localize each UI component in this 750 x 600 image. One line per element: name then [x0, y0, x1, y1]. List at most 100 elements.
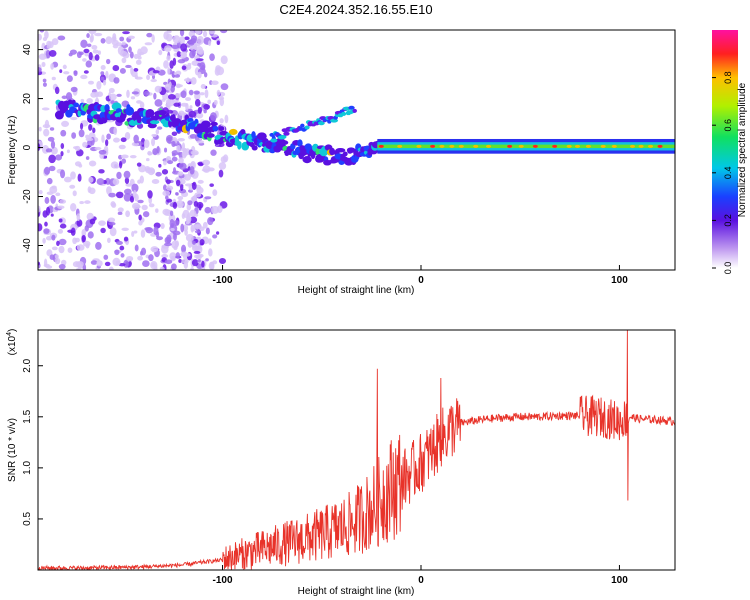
- spectrogram-noise-cell: [85, 243, 90, 249]
- spectrogram-noise-cell: [41, 61, 46, 68]
- spectrogram-noise-cell: [88, 160, 97, 167]
- spectrogram-noise-cell: [78, 129, 85, 138]
- spectrogram-noise-cell: [169, 219, 175, 228]
- spectrogram-noise-cell: [38, 126, 42, 132]
- spectrogram-noise-cell: [203, 72, 208, 78]
- spectrogram-noise-cell: [134, 76, 143, 80]
- spectrogram-noise-cell: [147, 167, 155, 176]
- spectrogram-noise-cell: [92, 49, 99, 54]
- spectrogram-noise-cell: [193, 213, 199, 217]
- spectrogram-branch-cell: [330, 118, 339, 123]
- spectrogram-noise-cell: [191, 181, 197, 190]
- spectrogram-noise-cell: [130, 96, 136, 100]
- spectrogram-noise-cell: [181, 112, 188, 116]
- spectrogram-noise-cell: [70, 227, 76, 236]
- spectrogram-noise-cell: [70, 116, 78, 121]
- spectrogram-noise-cell: [181, 244, 187, 254]
- spectrogram-noise-cell: [79, 200, 84, 205]
- spectrogram-noise-cell: [121, 57, 127, 64]
- spectrogram-noise-cell: [77, 173, 82, 182]
- spectrogram-noise-cell: [144, 42, 153, 46]
- spectrogram-noise-cell: [63, 71, 70, 75]
- spectrogram-noise-cell: [38, 189, 43, 195]
- spectrogram-noise-cell: [121, 41, 126, 46]
- spectrogram-noise-cell: [171, 156, 178, 162]
- spectrogram-noise-cell: [153, 226, 159, 236]
- spectrogram-noise-cell: [81, 234, 87, 243]
- spectrogram-noise-cell: [153, 92, 157, 100]
- spectrogram-noise-cell: [113, 137, 120, 143]
- spectrogram-ridge-cell: [280, 140, 289, 145]
- spectrogram-noise-cell: [66, 149, 70, 154]
- spectrogram-ridge-cell: [237, 142, 242, 150]
- snr-y-multiplier-close: ): [7, 329, 18, 332]
- snr-x-axis-label: Height of straight line (km): [298, 586, 415, 597]
- spectrogram-noise-cell: [189, 105, 193, 109]
- spectrogram-noise-cell: [197, 179, 204, 184]
- spectrogram-marks: [38, 30, 675, 270]
- snr-y-tick-label: 1.0: [22, 460, 33, 474]
- spectrogram-noise-cell: [169, 210, 174, 217]
- snr-y-tick-label: 0.5: [22, 512, 33, 526]
- spectrogram-noise-cell: [49, 127, 55, 131]
- colorbar-gradient: [712, 30, 738, 268]
- spectrogram-noise-cell: [165, 195, 169, 200]
- spectrogram-noise-cell: [92, 127, 96, 134]
- spectrogram-noise-cell: [79, 122, 84, 130]
- spectrogram-noise-cell: [163, 160, 167, 166]
- spectrogram-noise-cell: [54, 86, 60, 95]
- spectrogram-band-core: [377, 144, 675, 149]
- spectrogram-noise-cell: [127, 35, 135, 40]
- spectrogram-noise-cell: [129, 51, 134, 59]
- spectrogram-noise-cell: [108, 192, 116, 198]
- spectrogram-noise-cell: [191, 245, 199, 252]
- spectrogram-noise-cell: [156, 236, 163, 241]
- spectrogram-noise-cell: [83, 70, 89, 74]
- spectrogram-noise-cell: [113, 77, 120, 84]
- spectrogram-noise-cell: [143, 90, 150, 97]
- spectrogram-noise-cell: [176, 51, 182, 58]
- spectrogram-noise-cell: [151, 138, 156, 147]
- spectrogram-peak-cell: [600, 144, 606, 148]
- spectrogram-noise-cell: [181, 150, 187, 159]
- spectrogram-noise-cell: [112, 33, 117, 41]
- spectrogram-noise-cell: [189, 166, 195, 175]
- snr-series-line: [38, 330, 675, 570]
- spectrogram-noise-cell: [50, 63, 55, 70]
- spectrogram-noise-cell: [51, 76, 56, 81]
- spectrogram-noise-cell: [218, 169, 224, 178]
- spectrogram-ridge-cell: [147, 122, 157, 129]
- spectrogram-noise-cell: [112, 65, 120, 72]
- spectrogram-branch-cell: [283, 131, 290, 136]
- spectrogram-ridge-cell: [297, 139, 303, 147]
- spectrogram-noise-cell: [105, 36, 113, 45]
- spectrogram-noise-cell: [189, 50, 196, 59]
- spectrogram-noise-cell: [47, 136, 55, 142]
- spectrogram-noise-cell: [56, 240, 60, 247]
- spectrogram-noise-cell: [196, 140, 205, 144]
- snr-y-multiplier-exp: 4: [6, 332, 13, 336]
- spectrogram-y-ticks: -40 -20 0 20 40: [22, 44, 43, 253]
- spectrogram-noise-cell: [100, 38, 106, 44]
- spectrogram-noise-cell: [110, 161, 119, 169]
- spectrogram-noise-cell: [185, 97, 192, 102]
- spectrogram-noise-cell: [88, 124, 93, 131]
- spectrogram-noise-cell: [199, 92, 205, 96]
- spectrogram-noise-cell: [196, 112, 204, 119]
- spectrogram-noise-cell: [212, 234, 218, 239]
- snr-y-ticks: 0.5 1.0 1.5 2.0: [22, 358, 43, 526]
- spectrogram-ridge-cell: [342, 151, 348, 157]
- spectrogram-noise-cell: [98, 220, 106, 226]
- spectrogram-noise-cell: [175, 192, 179, 196]
- spectrogram-y-tick-label: 20: [22, 93, 33, 105]
- spectrogram-noise-cell: [197, 106, 203, 114]
- spectrogram-noise-cell: [193, 250, 201, 254]
- spectrogram-noise-cell: [222, 154, 229, 163]
- spectrogram-noise-cell: [55, 192, 61, 197]
- spectrogram-noise-cell: [167, 93, 176, 100]
- spectrogram-noise-cell: [151, 133, 157, 138]
- spectrogram-noise-cell: [175, 179, 181, 187]
- spectrogram-noise-cell: [116, 171, 122, 180]
- spectrogram-noise-cell: [82, 141, 88, 148]
- spectrogram-y-tick-label: -40: [22, 238, 33, 253]
